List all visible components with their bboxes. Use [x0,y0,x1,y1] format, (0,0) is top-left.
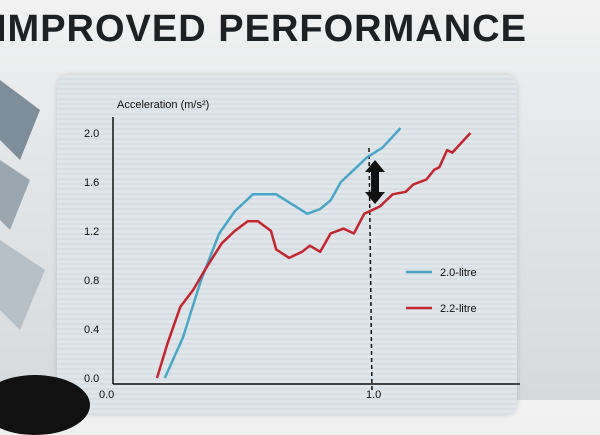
y-tick-label: 1.2 [84,226,99,238]
slide-title: IMPROVED PERFORMANCE [0,8,527,50]
reference-line [368,147,373,391]
decorative-geometric-shapes [0,80,45,330]
y-axis-label: Acceleration (m/s²) [117,99,209,111]
y-tick-label: 0.0 [84,373,99,385]
x-tick-label: 0.0 [99,389,114,400]
legend-label: 2.0-litre [440,267,477,279]
legend-label: 2.2-litre [440,303,477,315]
y-tick-label: 2.0 [84,128,99,140]
series-line-2.0-litre [163,127,402,379]
y-tick-label: 1.6 [84,177,99,189]
y-tick-label: 0.4 [84,324,99,336]
x-tick-label: 1.0 [366,389,381,400]
gap-arrow-icon [365,160,385,204]
chart-panel [57,75,517,415]
line-chart: Acceleration (m/s²) 0.0 0.4 0.8 1.2 1.6 2.0 0… [84,99,520,400]
series-line-2.2-litre [155,132,472,379]
y-tick-label: 0.8 [84,275,99,287]
